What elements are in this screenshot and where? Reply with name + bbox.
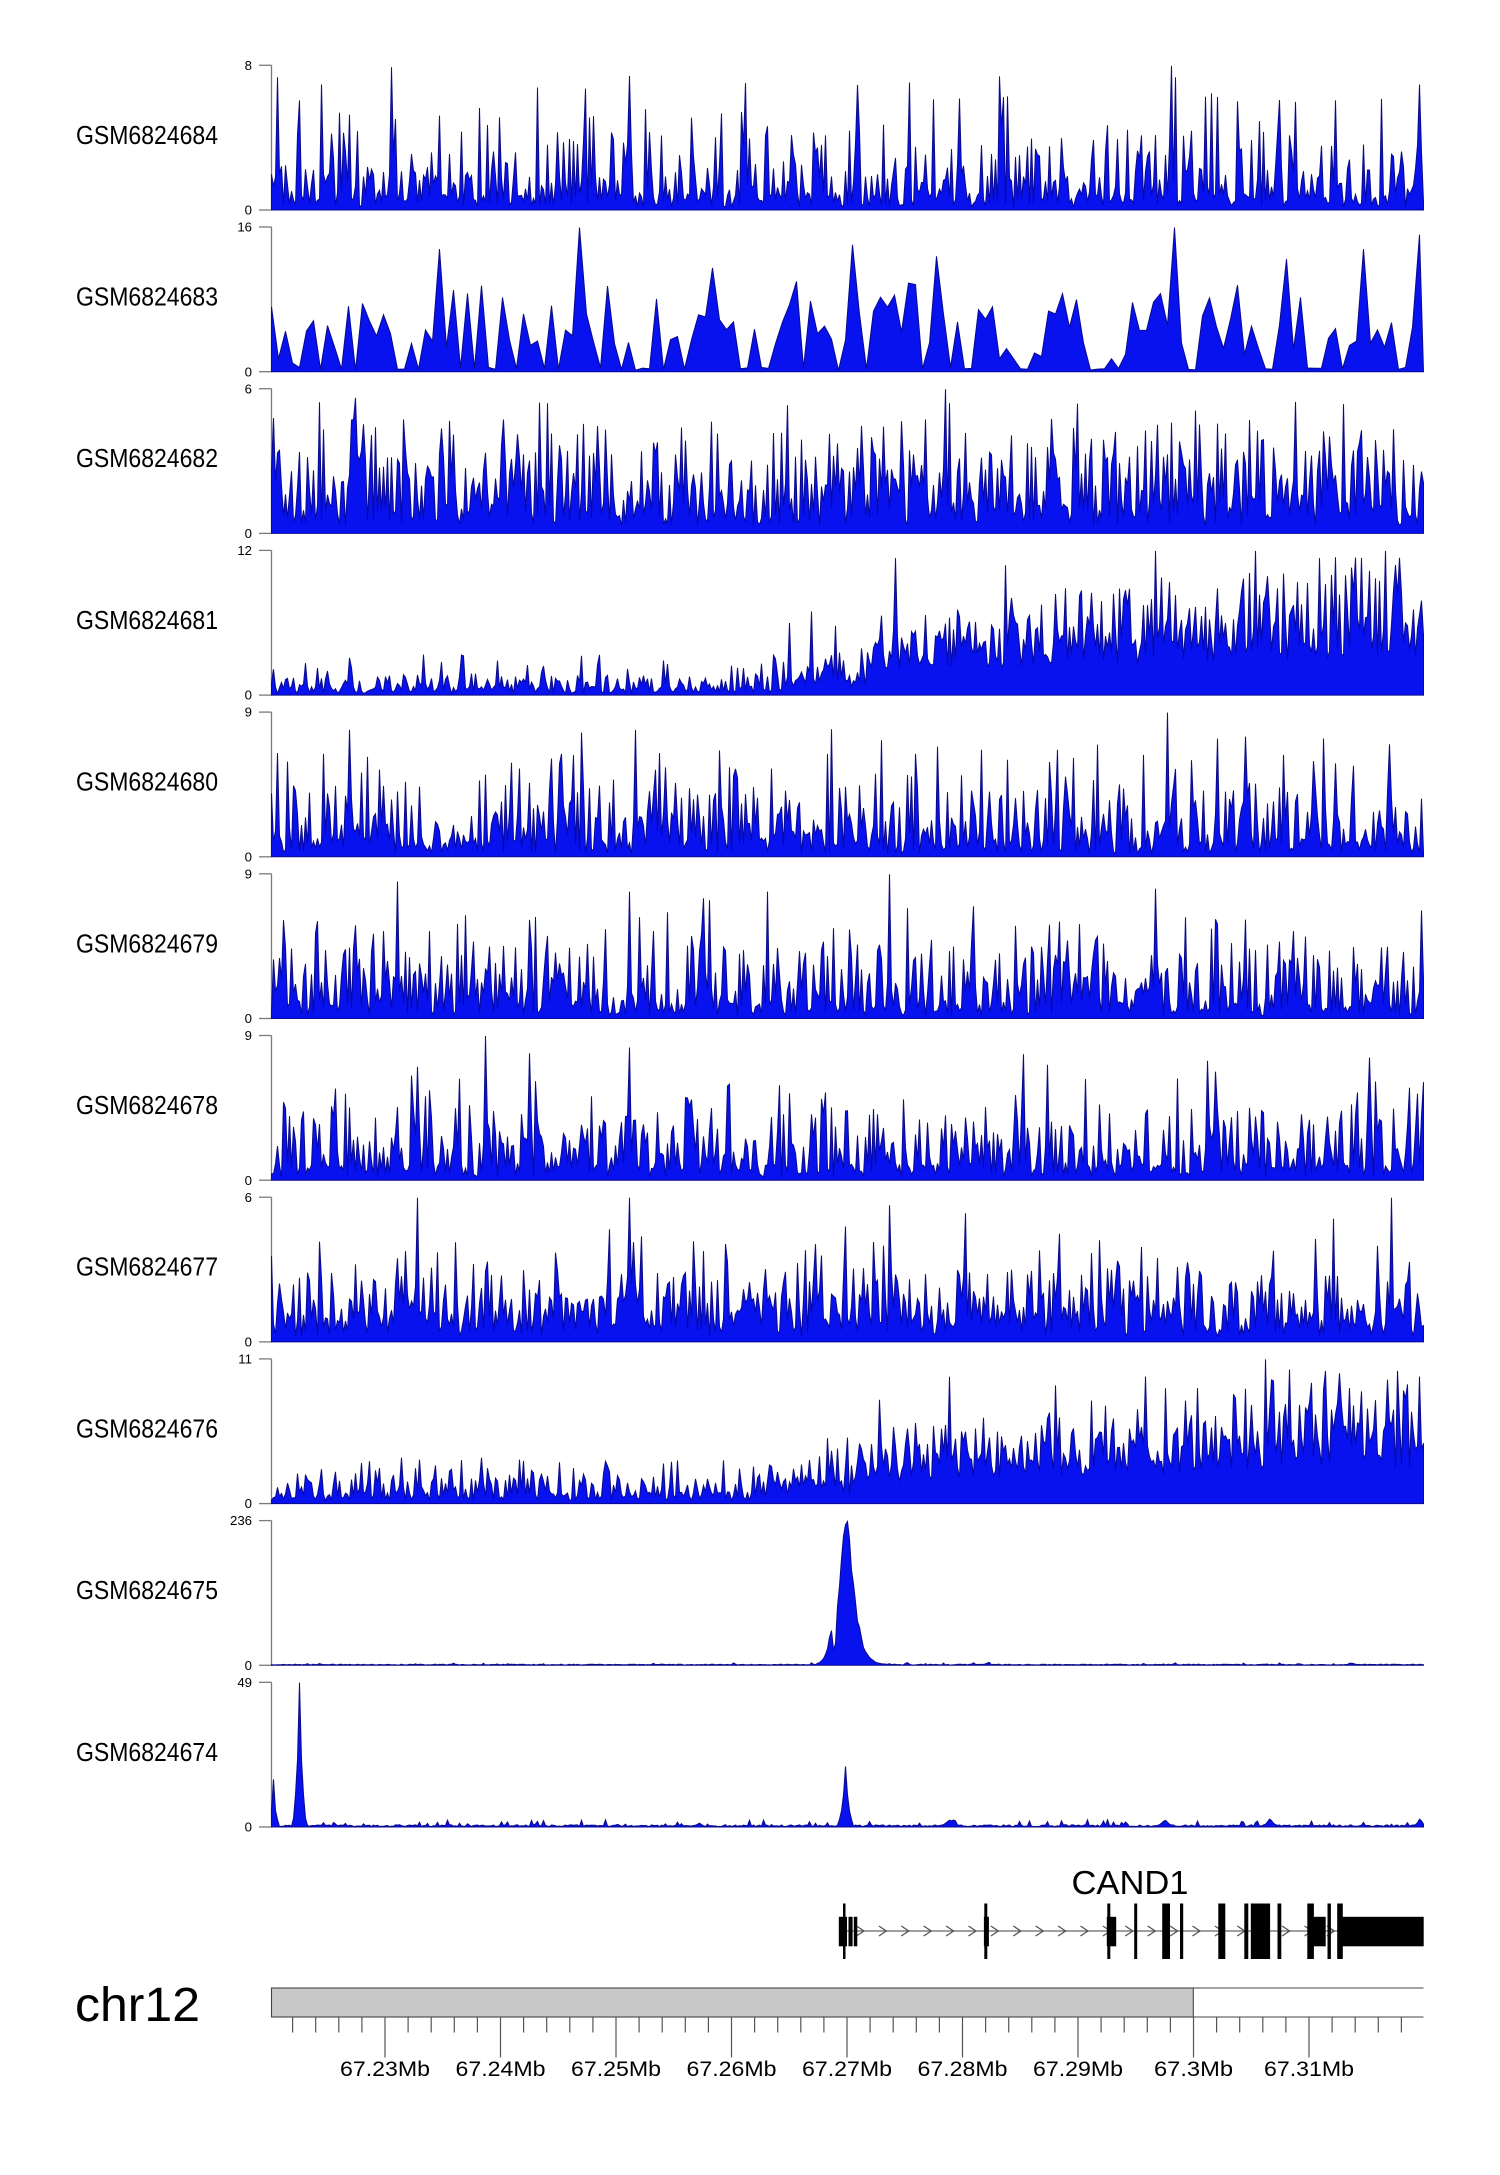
svg-text:0: 0 xyxy=(245,1173,252,1188)
svg-text:67.27Mb: 67.27Mb xyxy=(802,2058,892,2081)
svg-text:6: 6 xyxy=(245,1190,252,1205)
svg-text:67.31Mb: 67.31Mb xyxy=(1264,2058,1354,2081)
svg-text:0: 0 xyxy=(245,1658,252,1673)
svg-text:GSM6824674: GSM6824674 xyxy=(76,1739,218,1767)
svg-text:0: 0 xyxy=(245,1335,252,1350)
svg-text:9: 9 xyxy=(245,705,252,720)
svg-text:0: 0 xyxy=(245,1011,252,1026)
svg-text:GSM6824678: GSM6824678 xyxy=(76,1092,218,1120)
svg-text:11: 11 xyxy=(238,1352,252,1367)
svg-text:chr12: chr12 xyxy=(75,1978,200,2032)
svg-text:16: 16 xyxy=(237,220,252,235)
svg-text:GSM6824677: GSM6824677 xyxy=(76,1254,218,1282)
svg-text:GSM6824683: GSM6824683 xyxy=(76,284,218,312)
svg-text:67.24Mb: 67.24Mb xyxy=(456,2058,546,2081)
svg-text:GSM6824675: GSM6824675 xyxy=(76,1577,218,1605)
svg-text:12: 12 xyxy=(237,543,252,558)
svg-text:GSM6824684: GSM6824684 xyxy=(76,122,218,150)
svg-text:9: 9 xyxy=(245,1028,252,1043)
svg-text:67.25Mb: 67.25Mb xyxy=(571,2058,661,2081)
svg-text:GSM6824679: GSM6824679 xyxy=(76,930,218,958)
svg-text:GSM6824680: GSM6824680 xyxy=(76,769,218,797)
svg-text:0: 0 xyxy=(245,849,252,864)
svg-text:67.28Mb: 67.28Mb xyxy=(918,2058,1008,2081)
svg-text:0: 0 xyxy=(245,364,252,379)
svg-text:67.23Mb: 67.23Mb xyxy=(340,2058,430,2081)
svg-text:0: 0 xyxy=(245,1820,252,1835)
svg-text:GSM6824676: GSM6824676 xyxy=(76,1415,218,1443)
svg-text:9: 9 xyxy=(245,866,252,881)
svg-text:GSM6824681: GSM6824681 xyxy=(76,607,218,635)
svg-text:0: 0 xyxy=(245,688,252,703)
svg-text:0: 0 xyxy=(245,203,252,218)
svg-text:67.29Mb: 67.29Mb xyxy=(1033,2058,1123,2081)
svg-text:67.3Mb: 67.3Mb xyxy=(1154,2058,1233,2081)
svg-text:CAND1: CAND1 xyxy=(1072,1864,1189,1901)
svg-text:67.26Mb: 67.26Mb xyxy=(687,2058,777,2081)
svg-text:236: 236 xyxy=(230,1513,252,1528)
svg-text:6: 6 xyxy=(245,381,252,396)
svg-text:49: 49 xyxy=(237,1675,252,1690)
svg-text:8: 8 xyxy=(245,58,252,73)
svg-text:0: 0 xyxy=(245,526,252,541)
svg-text:0: 0 xyxy=(245,1496,252,1511)
svg-text:GSM6824682: GSM6824682 xyxy=(76,445,218,473)
